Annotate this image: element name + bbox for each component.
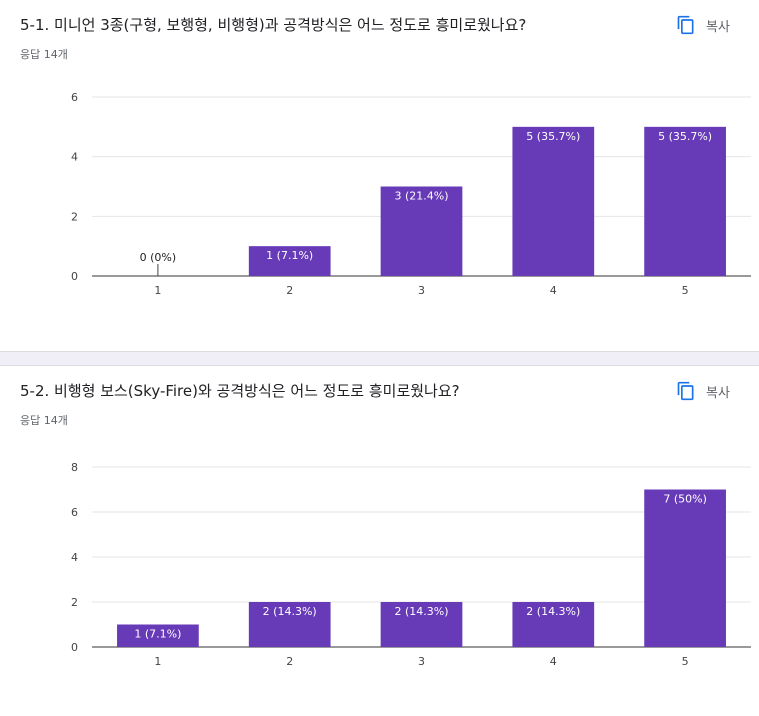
x-tick-label: 3 — [418, 284, 425, 297]
copy-icon — [676, 15, 696, 35]
data-label: 0 (0%) — [140, 251, 177, 264]
y-tick-label: 6 — [71, 506, 78, 519]
card-separator — [0, 351, 759, 366]
y-tick-label: 4 — [71, 551, 78, 564]
y-tick-label: 8 — [71, 461, 78, 474]
response-count: 응답 14개 — [20, 48, 68, 61]
bar-chart-1: 0 2 4 6 0 (0%) 1 1 (7.1%) 2 3 (21.4%) 3 5 (35.7%) 4… — [71, 91, 751, 297]
question-title: 5-2. 비행형 보스(Sky-Fire)와 공격방식은 어느 정도로 흥미로웠… — [20, 382, 460, 400]
copy-button[interactable]: 복사 — [676, 380, 730, 402]
question-card-2: 5-2. 비행형 보스(Sky-Fire)와 공격방식은 어느 정도로 흥미로웠… — [0, 366, 759, 716]
copy-label: 복사 — [706, 19, 730, 35]
y-tick-label: 0 — [71, 641, 78, 654]
copy-button[interactable]: 복사 — [676, 14, 730, 36]
data-label: 1 (7.1%) — [134, 628, 181, 641]
data-label: 5 (35.7%) — [658, 130, 712, 143]
bar-chart-2: 0 2 4 6 8 1 (7.1%) 1 2 (14.3%) 2 2 (14.3%) 3 2 (14.… — [71, 461, 751, 668]
copy-icon — [676, 381, 696, 401]
x-tick-label: 1 — [154, 284, 161, 297]
x-tick-label: 2 — [286, 655, 293, 668]
y-tick-label: 6 — [71, 91, 78, 104]
response-count: 응답 14개 — [20, 414, 68, 427]
bar[interactable] — [117, 624, 199, 648]
y-tick-label: 2 — [71, 596, 78, 609]
bar[interactable] — [512, 126, 595, 276]
data-label: 5 (35.7%) — [526, 130, 580, 143]
y-tick-label: 4 — [71, 151, 78, 164]
bar[interactable] — [248, 246, 331, 276]
data-label: 2 (14.3%) — [394, 605, 448, 618]
bar[interactable] — [644, 126, 726, 276]
question-title: 5-1. 미니언 3종(구형, 보행형, 비행형)과 공격방식은 어느 정도로 … — [20, 16, 527, 34]
data-label: 2 (14.3%) — [526, 605, 580, 618]
x-tick-label: 3 — [418, 655, 425, 668]
copy-label: 복사 — [706, 385, 730, 401]
data-label: 3 (21.4%) — [394, 190, 448, 203]
y-tick-label: 2 — [71, 210, 78, 223]
x-tick-label: 2 — [286, 284, 293, 297]
x-tick-label: 5 — [682, 655, 689, 668]
x-tick-label: 5 — [682, 284, 689, 297]
data-label: 7 (50%) — [663, 493, 707, 506]
x-tick-label: 4 — [550, 284, 557, 297]
question-card-1: 5-1. 미니언 3종(구형, 보행형, 비행형)과 공격방식은 어느 정도로 … — [0, 0, 759, 351]
x-tick-label: 4 — [550, 655, 557, 668]
x-tick-label: 1 — [154, 655, 161, 668]
bar[interactable] — [512, 602, 595, 647]
bar[interactable] — [248, 602, 331, 647]
y-tick-label: 0 — [71, 270, 78, 283]
bar[interactable] — [380, 186, 463, 277]
bar[interactable] — [644, 489, 726, 648]
data-label: 2 (14.3%) — [263, 605, 317, 618]
data-label: 1 (7.1%) — [266, 249, 313, 262]
bar[interactable] — [380, 602, 463, 647]
